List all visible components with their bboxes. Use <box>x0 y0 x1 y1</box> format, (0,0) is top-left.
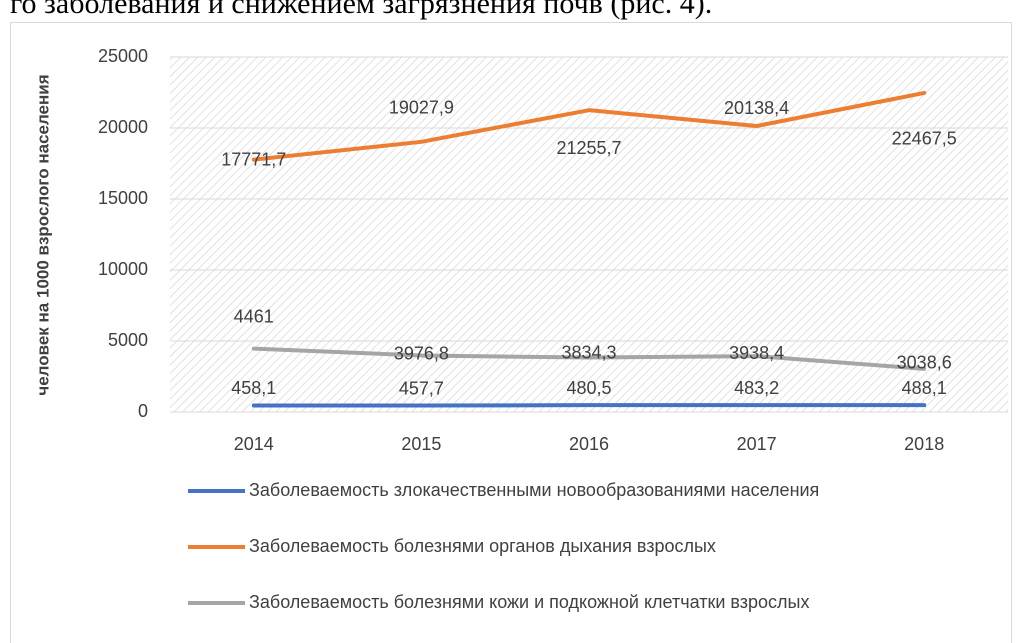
data-label: 480,5 <box>566 378 611 398</box>
data-label: 457,7 <box>399 378 444 398</box>
data-label: 3976,8 <box>394 343 449 363</box>
legend-label: Заболеваемость болезнями кожи и подкожно… <box>249 592 809 612</box>
data-label: 22467,5 <box>892 129 957 149</box>
y-tick-label: 10000 <box>98 259 148 279</box>
data-label: 3038,6 <box>897 353 952 373</box>
data-label: 458,1 <box>231 378 276 398</box>
data-label: 3834,3 <box>561 342 616 362</box>
data-label: 483,2 <box>734 378 779 398</box>
data-label: 20138,4 <box>724 98 789 118</box>
y-axis-label: человек на 1000 взрослого населения <box>33 74 52 395</box>
data-label: 3938,4 <box>729 343 784 363</box>
series-line <box>251 90 927 162</box>
legend-label: Заболеваемость болезнями органов дыхания… <box>249 536 716 556</box>
series-line <box>251 346 927 371</box>
x-tick-label: 2016 <box>569 434 609 454</box>
x-tick-label: 2015 <box>401 434 441 454</box>
legend-label: Заболеваемость злокачественными новообра… <box>249 480 819 500</box>
data-label: 488,1 <box>902 378 947 398</box>
x-tick-label: 2014 <box>234 434 274 454</box>
y-tick-label: 0 <box>138 401 148 421</box>
data-label: 17771,7 <box>221 149 286 169</box>
data-label: 19027,9 <box>389 98 454 118</box>
data-label: 21255,7 <box>556 138 621 158</box>
x-tick-label: 2017 <box>737 434 777 454</box>
y-tick-label: 20000 <box>98 117 148 137</box>
data-label: 4461 <box>234 306 274 326</box>
y-tick-label: 15000 <box>98 188 148 208</box>
y-tick-label: 5000 <box>108 330 148 350</box>
y-tick-label: 25000 <box>98 46 148 66</box>
page-text: го заболевания и снижением загрязнения п… <box>10 0 712 20</box>
x-tick-label: 2018 <box>904 434 944 454</box>
